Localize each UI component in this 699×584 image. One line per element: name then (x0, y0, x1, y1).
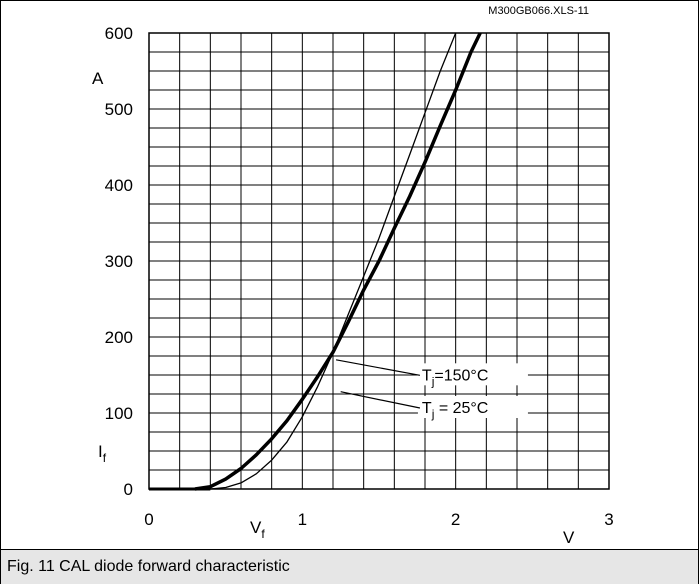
x-axis-symbol-main: V (250, 518, 262, 537)
x-tick-label: 2 (451, 510, 460, 529)
legend-leader-line (340, 391, 421, 409)
series-line (194, 32, 482, 491)
figure-caption: Fig. 11 CAL diode forward characteristic (1, 549, 698, 584)
y-tick-label: 600 (105, 24, 133, 43)
y-tick-label: 400 (105, 176, 133, 195)
file-id: M300GB066.XLS-11 (488, 5, 589, 17)
x-axis-symbol: Vf (250, 518, 265, 541)
caption-text: Fig. 11 CAL diode forward characteristic (7, 558, 290, 575)
plot-border (148, 32, 610, 490)
tick-labels: 0 100 200 300 400 500 600 0 1 2 3 (105, 24, 614, 529)
x-axis-symbol-sub: f (261, 527, 265, 541)
x-unit-label: V (563, 528, 575, 547)
legend-label: Tj = 25°C (422, 400, 488, 421)
x-tick-label: 3 (604, 510, 613, 529)
y-tick-label: 200 (105, 328, 133, 347)
legend-layer: Tj=150°C Tj = 25°C (335, 359, 528, 421)
y-axis-symbol-main: I (98, 442, 103, 461)
legend-label-background (417, 363, 528, 386)
series-layer (149, 32, 482, 491)
x-tick-label: 0 (144, 510, 153, 529)
legend-label-background (417, 396, 528, 418)
y-tick-label: 0 (124, 480, 133, 499)
y-axis-symbol-sub: f (103, 451, 107, 465)
series-line (210, 32, 457, 490)
y-tick-label: 100 (105, 404, 133, 423)
y-tick-label: 300 (105, 252, 133, 271)
y-tick-label: 500 (105, 100, 133, 119)
y-unit-label: A (92, 69, 104, 88)
x-tick-label: 1 (298, 510, 307, 529)
legend-leader-line (335, 359, 421, 376)
y-axis-symbol: If (98, 442, 107, 465)
legend-label: Tj=150°C (422, 367, 488, 388)
